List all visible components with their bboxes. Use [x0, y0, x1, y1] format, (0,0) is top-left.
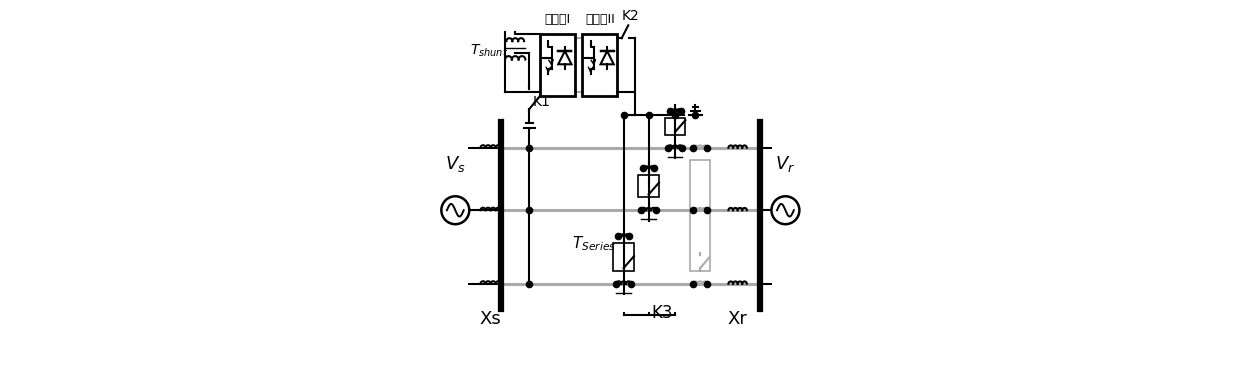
Bar: [665, 118, 686, 135]
Text: Xs: Xs: [480, 310, 501, 328]
Bar: [541, 34, 575, 96]
Text: $T_{Series}$: $T_{Series}$: [573, 234, 616, 253]
Text: 换流器II: 换流器II: [585, 13, 615, 27]
Text: $T_{shunt}$: $T_{shunt}$: [470, 42, 508, 59]
Bar: [639, 175, 658, 197]
Text: $V_s$: $V_s$: [445, 154, 466, 174]
Text: K3: K3: [651, 304, 672, 323]
Bar: [614, 243, 634, 271]
Text: $V_r$: $V_r$: [775, 154, 796, 174]
Bar: [583, 34, 618, 96]
Text: K2: K2: [621, 9, 640, 23]
Bar: [691, 160, 711, 271]
Text: 换流器I: 换流器I: [544, 13, 570, 27]
Text: K1: K1: [533, 95, 551, 109]
Text: Xr: Xr: [728, 310, 748, 328]
